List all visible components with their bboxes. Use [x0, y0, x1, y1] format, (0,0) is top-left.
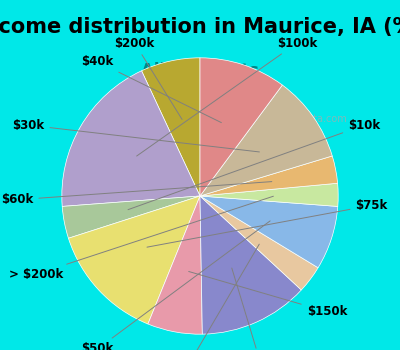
- Wedge shape: [62, 196, 200, 238]
- Wedge shape: [68, 196, 200, 324]
- Text: City-Data.com: City-Data.com: [277, 114, 347, 124]
- Text: All residents: All residents: [141, 62, 259, 79]
- Text: $50k: $50k: [81, 221, 270, 350]
- Text: $40k: $40k: [81, 55, 221, 122]
- Wedge shape: [142, 58, 200, 196]
- Wedge shape: [62, 71, 200, 206]
- Text: > $200k: > $200k: [9, 196, 273, 281]
- Text: $200k: $200k: [114, 36, 182, 119]
- Wedge shape: [200, 196, 301, 334]
- Wedge shape: [200, 156, 338, 196]
- Text: $100k: $100k: [137, 36, 317, 156]
- Wedge shape: [148, 196, 202, 334]
- Wedge shape: [200, 183, 338, 206]
- Text: $150k: $150k: [189, 272, 347, 318]
- Text: $30k: $30k: [12, 119, 259, 152]
- Text: $20k: $20k: [165, 244, 259, 350]
- Wedge shape: [200, 58, 282, 196]
- Text: $10k: $10k: [128, 119, 380, 210]
- Wedge shape: [200, 196, 338, 268]
- Text: $75k: $75k: [147, 199, 388, 247]
- Text: Income distribution in Maurice, IA (%): Income distribution in Maurice, IA (%): [0, 18, 400, 37]
- Wedge shape: [200, 85, 332, 196]
- Wedge shape: [200, 196, 318, 290]
- Text: $60k: $60k: [1, 182, 272, 206]
- Text: $125k: $125k: [232, 268, 280, 350]
